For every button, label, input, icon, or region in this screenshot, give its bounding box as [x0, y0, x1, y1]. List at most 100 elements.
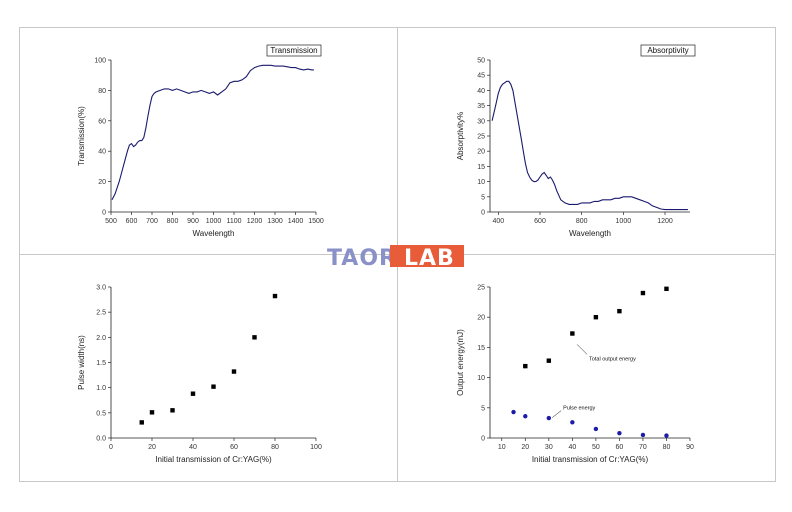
- data-point: [211, 384, 216, 389]
- x-tick-label: 1200: [657, 218, 673, 225]
- x-tick-label: 30: [545, 444, 553, 451]
- y-tick-label: 50: [477, 58, 485, 65]
- x-tick-label: 60: [616, 444, 624, 451]
- x-tick-label: 0: [109, 444, 113, 451]
- data-point: [231, 369, 237, 374]
- y-tick-label: 15: [477, 345, 485, 352]
- data-point: [593, 426, 599, 432]
- y-tick-label: 15: [477, 164, 485, 171]
- x-tick-label: 10: [498, 444, 506, 451]
- y-tick-label: 3.0: [96, 285, 106, 292]
- data-point: [593, 315, 599, 320]
- y-tick-label: 20: [98, 179, 106, 186]
- watermark-box-text: LAB: [404, 246, 455, 271]
- y-tick-label: 0: [102, 210, 106, 217]
- y-axis-label: Transmission(%): [77, 106, 86, 166]
- y-tick-label: 60: [98, 118, 106, 125]
- x-tick-label: 900: [187, 218, 199, 225]
- data-point: [190, 391, 196, 396]
- data-point: [640, 432, 646, 438]
- data-point: [252, 335, 257, 340]
- legend-label: Absorptivity: [647, 46, 688, 55]
- y-tick-label: 2.0: [96, 335, 106, 342]
- x-axis-label: Wavelength: [193, 229, 235, 238]
- legend-box: [266, 44, 322, 57]
- x-tick-label: 20: [148, 444, 156, 451]
- y-tick-label: 45: [477, 73, 485, 80]
- x-tick-label: 500: [105, 218, 117, 225]
- x-tick-label: 1000: [206, 218, 222, 225]
- x-tick-label: 80: [271, 444, 279, 451]
- chart-transmission: 500 600 700 800 900 1000 1100 1200 1300 1400 1500 0…: [77, 44, 324, 238]
- legend-box: [640, 44, 696, 57]
- annotation-label: Total output energy: [589, 356, 636, 362]
- y-tick-label: 5: [481, 194, 485, 201]
- y-tick-label: 20: [477, 315, 485, 322]
- y-tick-label: 35: [477, 103, 485, 110]
- x-tick-label: 400: [492, 218, 504, 225]
- y-tick-label: 10: [477, 179, 485, 186]
- chart-output-energy: 10 20 30 40 50 60 70 80 90 0 5 10 15 20 25 Initial tran…: [456, 285, 694, 465]
- watermark-text: TAOR: [327, 246, 397, 271]
- y-tick-label: 1.0: [96, 385, 106, 392]
- x-tick-label: 50: [592, 444, 600, 451]
- y-tick-label: 100: [94, 58, 106, 65]
- annotation-arrow: [552, 410, 562, 418]
- y-tick-label: 80: [98, 88, 106, 95]
- x-axis-label: Wavelength: [569, 229, 611, 238]
- annotation-label: Pulse energy: [563, 406, 595, 412]
- data-point: [511, 409, 516, 415]
- watermark-box: [390, 245, 464, 267]
- x-tick-label: 1000: [616, 218, 632, 225]
- data-point: [139, 420, 144, 425]
- watermark-logo: TAOR LAB: [327, 245, 464, 271]
- x-tick-label: 600: [126, 218, 138, 225]
- data-point: [523, 414, 528, 419]
- y-tick-label: 2.5: [96, 310, 106, 317]
- chart-pulse-width: 0 20 40 60 80 100 0.0 0.5 1.0 1.5 2.0 2.5 3.0 Initial…: [77, 285, 322, 465]
- y-tick-label: 20: [477, 149, 485, 156]
- data-point: [664, 433, 669, 438]
- x-tick-label: 100: [310, 444, 322, 451]
- x-tick-label: 60: [230, 444, 238, 451]
- data-point: [272, 293, 278, 299]
- y-tick-label: 1.5: [96, 360, 106, 367]
- x-tick-label: 80: [663, 444, 671, 451]
- data-point: [617, 430, 622, 436]
- data-point: [570, 420, 575, 425]
- x-tick-label: 1200: [247, 218, 263, 225]
- x-tick-label: 90: [686, 444, 694, 451]
- y-tick-label: 0: [481, 210, 485, 217]
- annotation-arrow: [576, 344, 588, 355]
- x-tick-label: 800: [576, 218, 588, 225]
- x-tick-label: 40: [189, 444, 197, 451]
- x-axis-label: Initial transmission of Cr:YAG(%): [155, 455, 272, 464]
- x-tick-label: 800: [167, 218, 179, 225]
- y-tick-label: 25: [477, 134, 485, 141]
- x-tick-label: 70: [639, 444, 647, 451]
- data-point: [170, 408, 175, 413]
- y-tick-label: 0.5: [96, 410, 106, 417]
- y-tick-label: 10: [477, 375, 485, 382]
- data-point: [149, 410, 155, 415]
- y-tick-label: 0.0: [96, 436, 106, 443]
- series-line: [491, 80, 688, 211]
- x-tick-label: 1400: [288, 218, 304, 225]
- y-axis-label: Pulse width(ns): [77, 335, 86, 390]
- y-axis-label: Output energy(mJ): [456, 329, 465, 396]
- x-tick-label: 1100: [226, 218, 241, 225]
- y-tick-label: 5: [481, 405, 485, 412]
- y-tick-label: 25: [477, 285, 485, 292]
- x-tick-label: 1500: [308, 218, 324, 225]
- x-axis-label: Initial transmission of Cr:YAG(%): [532, 455, 649, 464]
- x-tick-label: 600: [534, 218, 546, 225]
- data-point: [546, 358, 552, 363]
- data-point: [546, 415, 552, 421]
- x-tick-label: 700: [146, 218, 158, 225]
- y-tick-label: 40: [98, 149, 106, 156]
- x-tick-label: 20: [521, 444, 529, 451]
- data-point: [664, 286, 669, 292]
- legend-label: Transmission: [270, 46, 317, 55]
- data-point: [523, 363, 528, 369]
